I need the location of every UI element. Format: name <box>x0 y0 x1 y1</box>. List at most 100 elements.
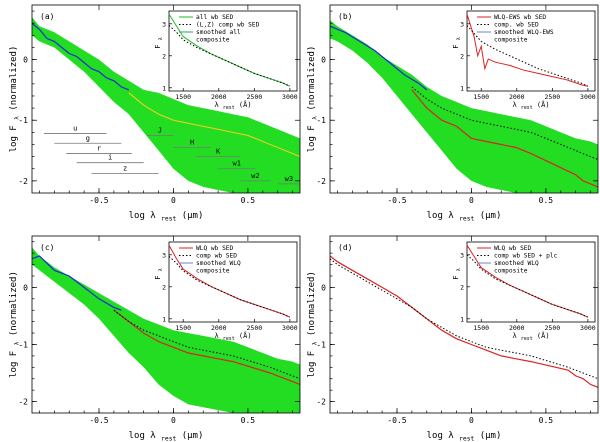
plot-area <box>330 255 598 388</box>
y-tick-label: 0 <box>23 56 28 65</box>
x-tick-label: 0 <box>171 416 176 425</box>
x-axis-label-base: log λ <box>129 431 162 441</box>
inset-x-tick-label: 1500 <box>175 93 191 101</box>
y-tick-label: -2 <box>316 398 326 407</box>
legend-entry: (L,Z) comp wb SED <box>196 22 260 29</box>
filter-label-w3: w3 <box>285 175 293 183</box>
filter-label-u: u <box>73 125 77 133</box>
inset-x-tick-label: 2000 <box>509 324 525 332</box>
x-axis-label: log λ rest (μm) <box>427 431 502 442</box>
x-tick-label: -0.5 <box>387 196 406 205</box>
x-axis-label-base: log λ <box>427 431 460 441</box>
series-comp-wb-SED-dotted- <box>113 309 300 380</box>
inset-y-axis-label-sub: λ <box>158 37 164 40</box>
panel-d: -0.5 0 0.5 -2 -1 0 (d) log λ rest (μm) log F λ (… <box>307 235 599 442</box>
inset-x-axis-label-base: λ <box>512 332 520 340</box>
y-axis-label-base: log F <box>9 120 19 153</box>
y-axis-label-unit: (normalized) <box>9 271 19 341</box>
legend-entry: comp wb SED + plc <box>494 253 558 260</box>
inset-x-tick-label: 1500 <box>473 324 489 332</box>
y-axis-label: log F λ (normalized) <box>9 46 21 153</box>
y-axis-label-sub: λ <box>312 116 319 120</box>
inset-y-tick-label: 1 <box>162 84 166 92</box>
filter-label-w2: w2 <box>251 172 259 180</box>
inset-y-axis-label: F λ <box>452 268 462 279</box>
inset-x-tick-label: 2500 <box>545 324 561 332</box>
filter-label-J: J <box>158 126 162 134</box>
y-axis-label-unit: (normalized) <box>9 46 19 116</box>
band-green-dispersion-band <box>32 247 300 413</box>
panel-label: (a) <box>40 12 54 21</box>
inset-x-axis-label-unit: (Å) <box>235 100 252 109</box>
inset-y-tick-label: 3 <box>162 251 166 259</box>
inset-x-axis-label-base: λ <box>214 101 222 109</box>
inset-frame <box>466 10 596 92</box>
inset-y-tick-label: 2 <box>162 283 166 291</box>
plot-area <box>330 20 598 193</box>
y-tick-label: 0 <box>23 283 28 292</box>
inset-x-tick-label: 2000 <box>211 93 227 101</box>
x-axis-label-unit: (μm) <box>474 211 501 221</box>
legend-entry: comp. wb SED <box>494 22 539 29</box>
series-comp-wb-SED-dotted- <box>411 86 598 161</box>
y-axis-label-sub: λ <box>14 341 21 345</box>
inset-y-axis-label-sub: λ <box>456 37 462 40</box>
series-composite-blue- <box>330 25 428 91</box>
inset-frame <box>168 10 298 92</box>
inset-y-axis-label-sub: λ <box>158 268 164 271</box>
inset-y-tick-label: 2 <box>460 52 464 60</box>
inset: 1500 2000 2500 3000 1 2 3 λ rest (Å) F λ WLQ wb S… <box>452 241 596 342</box>
panel-c: -0.5 0 0.5 -2 -1 0 (c) log λ rest (μm) log F λ (… <box>9 235 301 442</box>
x-axis-label-unit: (μm) <box>176 211 203 221</box>
filter-label-i: i <box>108 154 112 162</box>
series-WLQ-wb-SED-red- <box>113 309 300 386</box>
y-axis-label-unit: (normalized) <box>307 271 317 341</box>
inset-y-tick-label: 3 <box>162 20 166 28</box>
y-tick-label: 0 <box>321 283 326 292</box>
x-axis-label-base: log λ <box>129 211 162 221</box>
inset-y-tick-label: 1 <box>460 84 464 92</box>
x-tick-label: 0 <box>171 196 176 205</box>
inset-y-axis-label-base: F <box>154 40 162 48</box>
filter-label-K: K <box>216 148 221 156</box>
y-axis-label: log F λ (normalized) <box>307 271 319 378</box>
inset-x-axis-label-sub: rest <box>223 105 235 111</box>
filter-label-H: H <box>190 139 194 147</box>
y-tick-label: 0 <box>321 56 326 65</box>
inset-frame <box>466 241 596 323</box>
y-tick-label: -1 <box>316 340 326 349</box>
y-axis-label-base: log F <box>307 345 317 378</box>
y-tick-label: -2 <box>316 177 326 186</box>
band-green-dispersion-band <box>32 17 300 193</box>
x-axis-label-sub: rest <box>161 216 176 223</box>
inset-series-dotted <box>168 256 291 318</box>
inset-x-axis-label-unit: (Å) <box>533 100 550 109</box>
inset-x-axis-label: λ rest (Å) <box>214 331 251 342</box>
series-comp-wb-SED-plc-dotted- <box>330 258 598 380</box>
plot-area <box>32 247 300 413</box>
inset: 1500 2000 2500 3000 1 2 3 λ rest (Å) F λ WLQ-EWS … <box>452 10 596 111</box>
filter-label-r: r <box>97 145 101 153</box>
series-WLQ-EWS-wb-SED-red- <box>411 89 598 188</box>
inset-x-tick-label: 3000 <box>580 93 596 101</box>
inset-x-tick-label: 3000 <box>282 324 298 332</box>
legend-entry: smoothed WLQ-EWS <box>494 29 554 36</box>
inset-x-axis-label-base: λ <box>512 101 520 109</box>
inset-x-tick-label: 1500 <box>473 93 489 101</box>
inset-y-tick-label: 2 <box>460 283 464 291</box>
x-axis-label-sub: rest <box>459 436 474 442</box>
inset-x-axis-label-sub: rest <box>223 336 235 342</box>
inset-x-axis-label: λ rest (Å) <box>512 100 549 111</box>
legend-entry: composite <box>494 37 528 44</box>
inset-y-axis-label-base: F <box>154 271 162 279</box>
inset-y-axis-label-sub: λ <box>456 268 462 271</box>
x-tick-label: 0 <box>469 416 474 425</box>
filter-label-g: g <box>86 134 90 142</box>
axes-frame <box>31 235 301 414</box>
inset-x-tick-label: 1500 <box>175 324 191 332</box>
x-tick-label: 0 <box>469 196 474 205</box>
inset-x-axis-label: λ rest (Å) <box>512 331 549 342</box>
filter-label-z: z <box>123 165 127 173</box>
x-tick-label: 0.5 <box>241 196 256 205</box>
